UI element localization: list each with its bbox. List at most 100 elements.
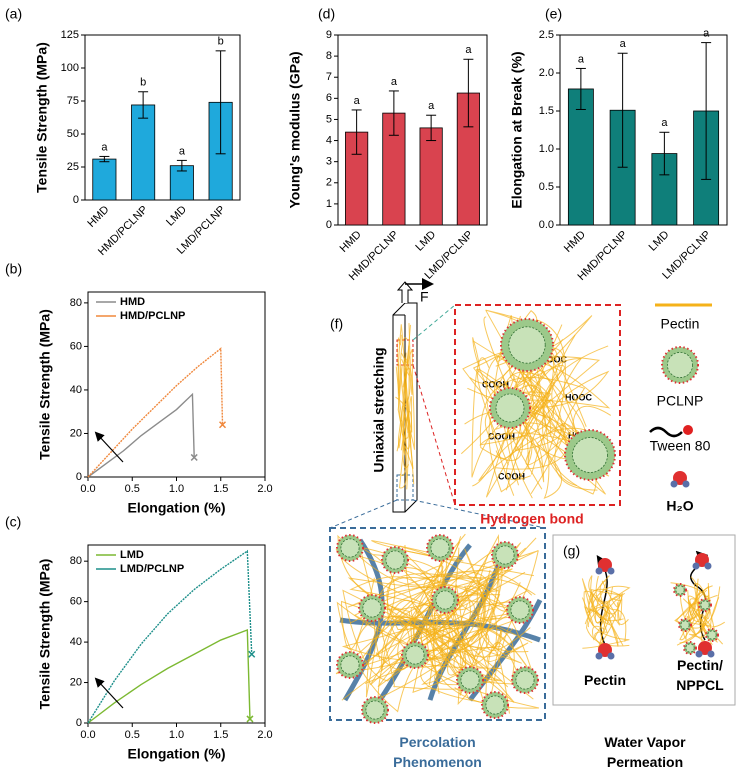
nanoparticle-core xyxy=(510,600,530,620)
significance-letter: a xyxy=(661,117,668,129)
y-tick-label: 25 xyxy=(67,161,79,173)
y-tick-label: 100 xyxy=(61,62,79,74)
pectin-strand xyxy=(397,334,408,396)
nanoparticle-core xyxy=(495,393,525,423)
pectin-strand xyxy=(402,361,416,450)
bar xyxy=(567,88,594,226)
nanoparticle-core xyxy=(680,620,690,630)
pectin-strand xyxy=(395,366,413,450)
y-tick-label: 0.0 xyxy=(539,219,554,231)
pectin-strand xyxy=(497,336,587,436)
plot-frame xyxy=(559,34,728,226)
series-line xyxy=(87,549,253,724)
pectin-strand xyxy=(510,405,612,499)
nanoparticle-core xyxy=(572,437,608,473)
x-tick-label: 2.0 xyxy=(257,483,272,495)
y-tick-label: 8 xyxy=(326,50,332,62)
legend-label: Tween 80 xyxy=(650,438,711,454)
pectin-strand xyxy=(379,582,494,686)
legend-label: PCLNP xyxy=(657,393,704,409)
nanoparticle-core xyxy=(365,700,385,720)
water-oxygen xyxy=(695,553,709,567)
group-label: COOH xyxy=(488,431,515,441)
x-tick-label: HMD xyxy=(562,229,588,255)
group-label: COOH xyxy=(498,471,525,481)
significance-letter: a xyxy=(578,53,585,65)
y-tick-label: 9 xyxy=(326,29,332,41)
pectin-strand xyxy=(406,568,526,662)
pectin-strand xyxy=(386,576,533,672)
x-tick-label: HMD xyxy=(338,229,364,255)
y-axis-label: Tensile Strength (MPa) xyxy=(37,309,53,460)
force-label: F xyxy=(420,289,429,305)
panel-label: (g) xyxy=(563,543,580,559)
significance-letter: a xyxy=(620,38,627,50)
nanoparticle-core xyxy=(430,538,450,558)
break-marker xyxy=(246,715,254,723)
water-h xyxy=(670,480,678,488)
plot-frame xyxy=(84,34,241,201)
y-tick-label: 0 xyxy=(326,219,332,231)
x-axis-label: Elongation (%) xyxy=(128,500,226,516)
trend-arrow xyxy=(94,431,124,463)
legend-label: HMD/PCLNP xyxy=(120,310,185,322)
y-axis-label: Young's modulus (GPa) xyxy=(287,51,303,208)
percolation-label: Percolation Phenomenon xyxy=(393,734,482,770)
significance-letter: a xyxy=(465,44,472,56)
connector xyxy=(412,499,546,529)
bar xyxy=(92,158,117,201)
x-tick-label: 2.0 xyxy=(257,729,272,741)
y-tick-label: 40 xyxy=(70,384,82,396)
pectin-strand xyxy=(586,585,631,647)
wvp-box xyxy=(552,534,736,706)
y-tick-label: 0 xyxy=(73,194,79,206)
panel-label: (c) xyxy=(5,514,21,530)
legend-label: Pectin xyxy=(661,316,700,332)
break-marker xyxy=(248,650,256,658)
pectin-strand xyxy=(471,357,572,478)
water-h xyxy=(595,652,603,660)
percolation-box xyxy=(329,527,546,721)
pectin-np-label: Pectin/ NPPCL xyxy=(676,657,724,693)
pectin-strand xyxy=(389,621,532,706)
y-tick-label: 60 xyxy=(70,340,82,352)
y-tick-label: 2 xyxy=(326,177,332,189)
water-h xyxy=(607,567,615,575)
pectin-strand xyxy=(674,576,713,624)
y-tick-label: 4 xyxy=(326,134,332,146)
water-h xyxy=(595,567,603,575)
pectin-strand xyxy=(399,345,410,476)
pectin-label: Pectin xyxy=(583,672,626,688)
pectin-strand xyxy=(485,325,577,496)
y-axis-label: Tensile Strength (MPa) xyxy=(34,42,50,193)
y-tick-label: 125 xyxy=(61,29,79,41)
y-tick-label: 0.5 xyxy=(539,181,554,193)
nanoparticle-core xyxy=(340,538,360,558)
wvp-label: Water Vapor Permeation xyxy=(604,734,686,770)
y-tick-label: 3 xyxy=(326,156,332,168)
nanoparticle-core xyxy=(515,670,535,690)
connector xyxy=(412,364,456,506)
y-tick-label: 20 xyxy=(70,676,82,688)
nanoparticle-core xyxy=(362,598,382,618)
y-tick-label: 1.0 xyxy=(539,143,554,155)
x-tick-label: 0.5 xyxy=(125,483,140,495)
nanoparticle-core xyxy=(675,585,685,595)
pectin-strand xyxy=(364,599,447,685)
nanoparticle-core xyxy=(707,630,717,640)
plot-frame xyxy=(337,34,488,226)
series-line xyxy=(87,628,251,724)
series-line xyxy=(87,392,195,478)
nanoparticle-core xyxy=(685,643,695,653)
x-tick-label: LMD xyxy=(164,204,189,229)
x-tick-label: LMD xyxy=(413,229,438,254)
significance-letter: a xyxy=(179,145,186,157)
significance-letter: b xyxy=(218,36,224,48)
x-tick-label: 0.0 xyxy=(80,729,95,741)
hbond-label: Hydrogen bond xyxy=(480,511,583,527)
pectin-strand xyxy=(495,315,593,430)
x-tick-label: HMD xyxy=(85,204,111,230)
y-tick-label: 60 xyxy=(70,596,82,608)
x-tick-label: 0.0 xyxy=(80,483,95,495)
break-marker xyxy=(190,453,198,461)
